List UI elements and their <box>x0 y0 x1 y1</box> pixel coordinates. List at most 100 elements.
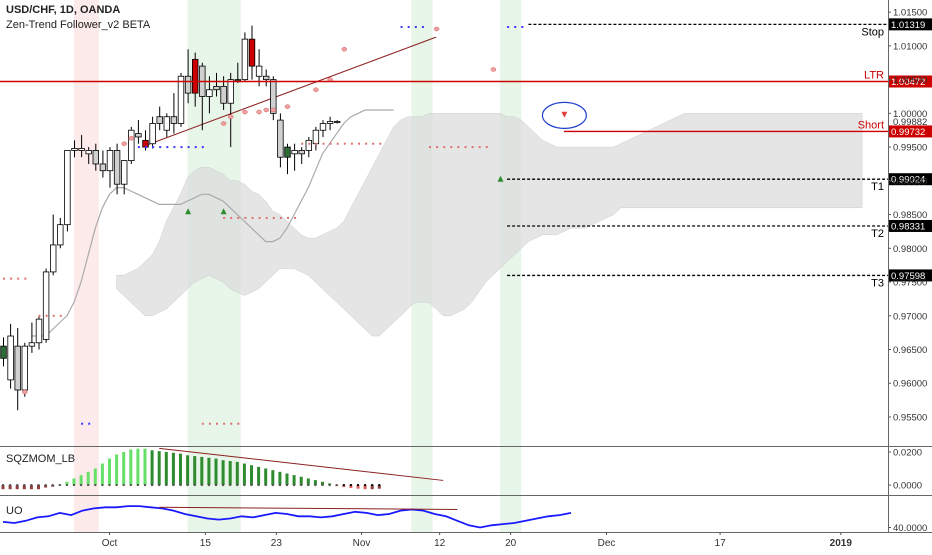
stop-dot <box>471 146 474 149</box>
squeeze-dot <box>115 484 118 487</box>
candle-body <box>248 38 256 67</box>
squeeze-dot <box>94 484 97 487</box>
momentum-bar <box>129 449 133 486</box>
resistance-trendline <box>144 36 437 147</box>
candle <box>85 147 92 164</box>
candle-body <box>213 85 220 91</box>
momentum-bar <box>370 485 374 490</box>
swing-high-marker <box>313 87 319 92</box>
x-tick-label: 20 <box>505 538 517 549</box>
stop-dot <box>201 422 204 425</box>
candle <box>262 69 270 87</box>
stop-dot <box>308 142 311 145</box>
y-tick-label: 0.96000 <box>893 379 927 390</box>
momentum-bar <box>179 453 182 486</box>
price-tag-bg <box>889 75 932 88</box>
candle <box>156 106 163 131</box>
momentum-bar <box>44 485 48 488</box>
candle-body <box>177 75 185 124</box>
momentum-bar <box>221 460 225 486</box>
stop-dot <box>414 25 417 28</box>
candle-body <box>99 163 107 172</box>
candle-body <box>121 160 128 185</box>
stop-dot <box>152 146 155 149</box>
squeeze-dot <box>357 484 359 487</box>
x-tick-label: 12 <box>434 538 446 549</box>
candle <box>305 136 312 158</box>
candle-body <box>206 89 213 97</box>
squeeze-dot <box>129 484 132 487</box>
candle-body <box>255 65 263 77</box>
stop-dot <box>350 142 353 145</box>
stop-dot <box>287 216 289 219</box>
stop-dot <box>514 25 517 28</box>
squeeze-dot <box>371 484 374 487</box>
candle-body <box>64 150 71 226</box>
price-tag-ltr: 1.00472 <box>891 77 925 88</box>
candle <box>206 76 213 114</box>
candle-body <box>35 318 43 344</box>
stop-dot <box>329 142 332 145</box>
stop-dot <box>173 146 176 149</box>
stop-dot <box>457 146 460 149</box>
ichimoku-cloud <box>116 113 863 337</box>
candle <box>255 49 263 87</box>
stop-dot <box>52 314 55 317</box>
stop-dot <box>464 146 467 149</box>
stop-dot <box>38 314 41 317</box>
candle <box>191 52 199 107</box>
momentum-bar <box>186 455 190 486</box>
squeeze-dot <box>307 484 310 487</box>
candle-body <box>156 116 163 124</box>
candle-body <box>227 79 234 104</box>
squeeze-dot <box>44 484 47 487</box>
x-tick-label: Oct <box>102 538 118 549</box>
candle <box>319 120 327 137</box>
candle <box>42 268 50 343</box>
x-tick-label: Dec <box>598 538 616 549</box>
momentum-bar <box>271 470 275 486</box>
stop-dot <box>237 422 240 425</box>
swing-high-marker <box>121 141 127 146</box>
candle <box>333 120 341 124</box>
candle-body <box>270 79 277 114</box>
stop-dot <box>216 422 218 425</box>
momentum-bar <box>93 468 97 486</box>
momentum-bar <box>150 450 154 486</box>
squeeze-dot <box>286 484 288 487</box>
candle-body <box>305 139 312 151</box>
swing-high-marker <box>128 136 135 141</box>
momentum-bar <box>193 456 197 486</box>
stop-dot <box>279 216 282 219</box>
momentum-bar <box>235 461 239 486</box>
candle-body <box>234 79 241 82</box>
candle <box>234 62 241 83</box>
momentum-bar <box>136 448 140 486</box>
momentum-bar <box>22 485 26 490</box>
candle-body <box>170 116 178 124</box>
momentum-bar <box>79 475 83 486</box>
squeeze-dot <box>37 484 40 487</box>
momentum-bar <box>207 457 211 486</box>
level-label-ltr: LTR <box>864 70 884 82</box>
x-tick-label: Nov <box>353 538 371 549</box>
candle-body <box>262 75 270 81</box>
candle <box>50 214 57 276</box>
candle-body <box>21 345 28 391</box>
squeeze-dot <box>87 484 90 487</box>
candle <box>7 323 14 389</box>
candle <box>78 134 85 158</box>
x-tick-label: 2019 <box>830 538 853 549</box>
squeeze-dot <box>314 484 317 487</box>
squeeze-dot <box>73 484 75 487</box>
stop-dot <box>145 146 147 149</box>
stop-dot <box>336 142 339 145</box>
momentum-bar <box>8 485 12 490</box>
candle-body <box>220 85 227 104</box>
momentum-bar <box>157 451 161 486</box>
candle <box>21 342 28 397</box>
price-tag-bg <box>889 125 932 138</box>
stop-dot <box>237 216 240 219</box>
